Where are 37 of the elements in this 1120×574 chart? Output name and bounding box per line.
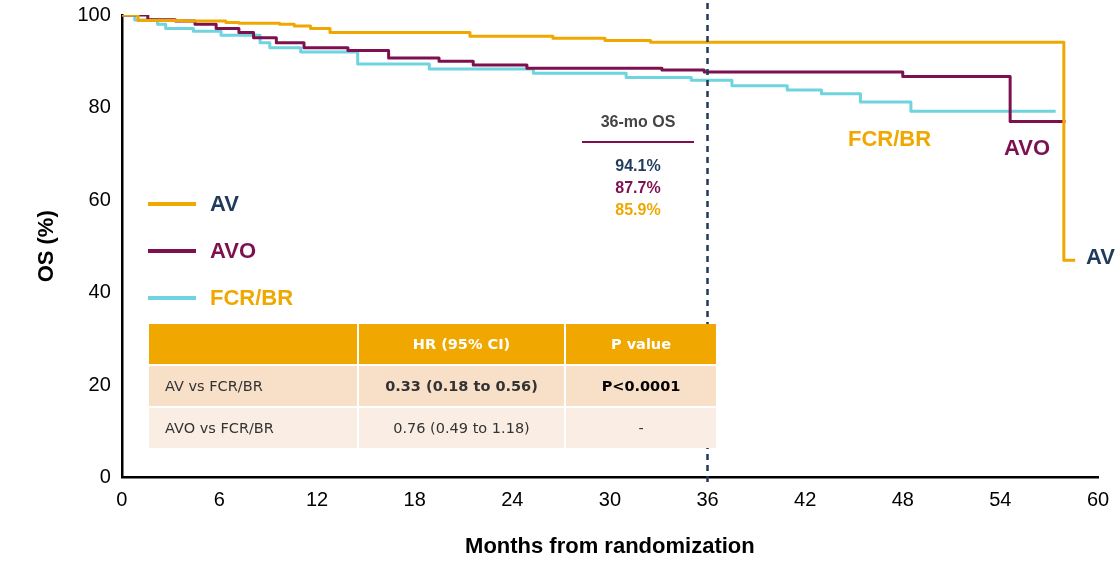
annotation: AV vs FCR/BR (149, 366, 357, 406)
x-tick-label: 18 (403, 488, 426, 511)
y-tick-label: 80 (88, 95, 111, 118)
y-tick-label: 0 (99, 465, 111, 488)
y-axis-title: OS (%) (33, 210, 59, 283)
x-tick-label: 24 (501, 488, 524, 511)
x-tick-label: 60 (1086, 488, 1110, 511)
y-tick-label: 40 (88, 280, 111, 303)
legend-label: FCR/BR (210, 284, 294, 311)
y-tick-label: 60 (88, 187, 111, 210)
annotation: 0.33 (0.18 to 0.56) (359, 366, 564, 406)
annotation: P<0.0001 (566, 366, 716, 406)
annotation: FCR/BR (848, 126, 932, 151)
annotation: HR (95% CI) (359, 324, 564, 364)
x-tick-label: 54 (989, 488, 1012, 511)
annotation: P value (566, 324, 716, 364)
annotation: 0.76 (0.49 to 1.18) (359, 408, 564, 448)
x-tick-label: 6 (213, 488, 225, 511)
annotation: 85.9% (614, 200, 662, 220)
annotation: 36-mo OS (599, 113, 677, 132)
x-axis-title: Months from randomization (465, 532, 755, 558)
annotation: - (566, 408, 716, 448)
x-tick-label: 30 (598, 488, 622, 511)
y-tick-label: 20 (88, 372, 111, 395)
x-tick-label: 0 (116, 488, 128, 511)
y-tick-label: 100 (77, 2, 111, 25)
annotation: 87.7% (614, 178, 662, 198)
x-tick-label: 12 (305, 488, 329, 511)
annotation: AVO (1004, 135, 1051, 160)
annotation: AVO vs FCR/BR (149, 408, 357, 448)
annotation: 94.1% (614, 156, 662, 176)
x-tick-label: 42 (794, 488, 817, 511)
x-tick-label: 36 (696, 488, 719, 511)
legend-label: AVO (210, 237, 257, 264)
x-tick-label: 48 (891, 488, 914, 511)
legend-label: AV (210, 190, 239, 217)
annotation: AV (1086, 244, 1115, 269)
